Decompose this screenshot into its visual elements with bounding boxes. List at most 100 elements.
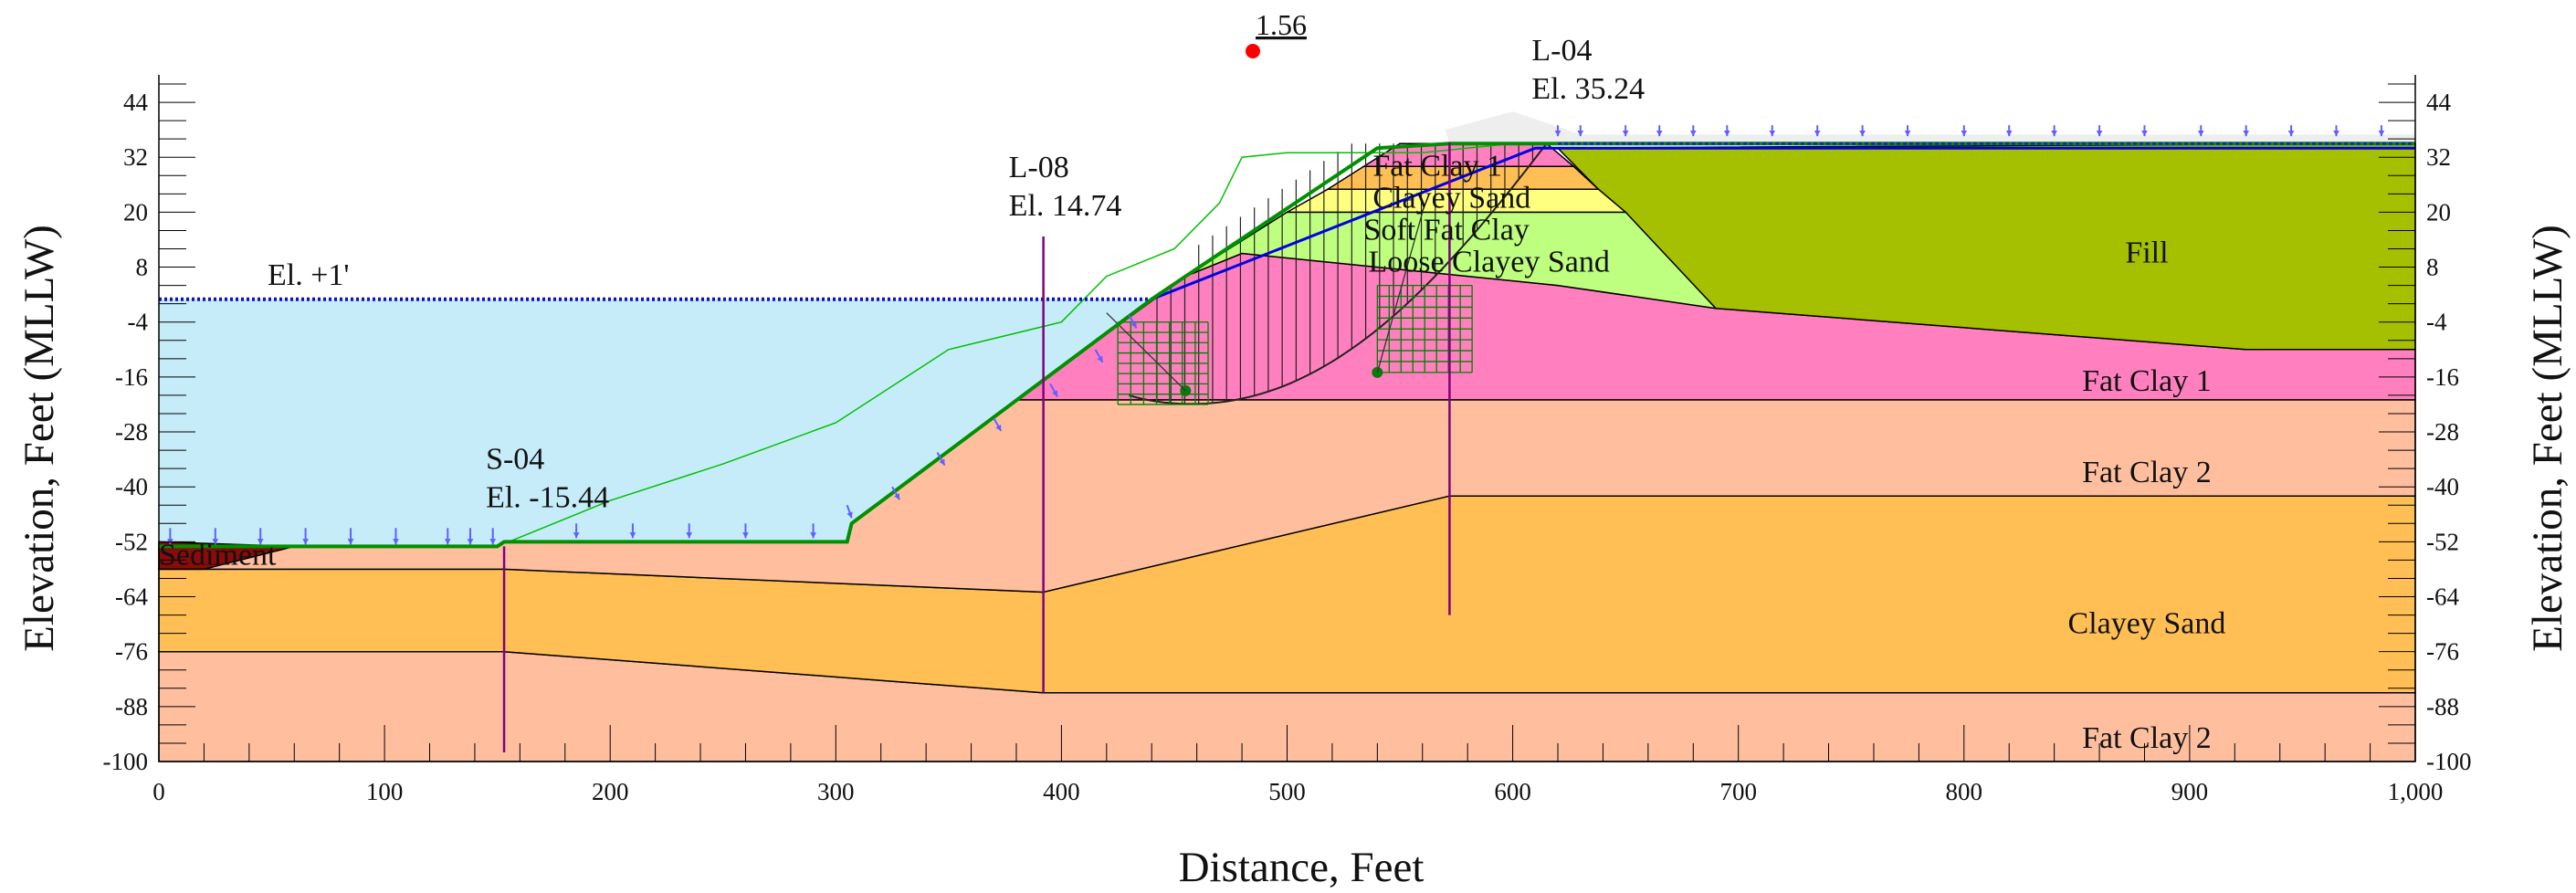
critical-slip-center	[1246, 44, 1260, 58]
load-arrows	[166, 125, 2385, 545]
arrow-head	[894, 493, 900, 500]
load-arrow	[1904, 125, 1911, 137]
layer-label: Clayey Sand	[2068, 607, 2226, 641]
load-arrow	[212, 528, 219, 545]
load-arrow	[2378, 125, 2385, 137]
boring-id: L-04	[1531, 34, 1592, 68]
load-arrow	[1554, 125, 1561, 137]
boring-elevation: El. -15.44	[486, 480, 609, 514]
y-tick-label: -28	[2426, 418, 2459, 446]
load-arrow	[1577, 125, 1584, 137]
slip-surface-group	[508, 142, 1548, 543]
load-arrow	[2096, 125, 2103, 137]
y-tick-label: -64	[115, 583, 148, 611]
trial-grid-1	[1117, 321, 1209, 405]
load-arrow	[1689, 125, 1697, 137]
load-arrow	[1769, 125, 1776, 137]
arrow-head	[846, 511, 853, 519]
y-axis-label-left: Elevation, Feet (MLLW)	[16, 225, 63, 652]
arrow-head	[1904, 131, 1911, 137]
y-axis-label-right: Elevation, Feet (MLLW)	[2524, 225, 2571, 652]
radius-line	[1106, 312, 1186, 392]
y-tick-label: 32	[123, 143, 148, 171]
y-tick-label: -40	[2426, 473, 2459, 500]
y-tick-label: -52	[115, 528, 148, 555]
load-arrow	[1814, 125, 1821, 137]
arrow-head	[1622, 131, 1629, 137]
arrow-head	[1723, 131, 1730, 137]
trial-grid-2	[1376, 284, 1473, 373]
arrow-head	[2141, 131, 2148, 137]
arrow-head	[2243, 131, 2250, 137]
y-tick-label: 44	[2426, 89, 2452, 116]
surcharge-band	[1445, 111, 2415, 144]
y-tick-label: -76	[2426, 638, 2459, 666]
load-arrow	[302, 528, 309, 545]
arrow-head	[444, 539, 451, 545]
arrow-head	[257, 539, 264, 545]
arrow-head	[1814, 131, 1821, 137]
y-tick-label: -88	[115, 693, 148, 720]
borings	[502, 142, 1451, 752]
y-tick-label: -28	[115, 418, 148, 446]
boring-id: L-08	[1009, 151, 1069, 184]
y-tick-label: -52	[2426, 528, 2459, 555]
x-tick-label: 100	[366, 778, 404, 805]
load-arrow	[257, 528, 264, 545]
x-tick-label: 900	[2171, 778, 2209, 805]
layer-label: Fill	[2125, 236, 2168, 270]
load-arrow	[1094, 349, 1104, 363]
layer-label: Fat Clay 2	[2082, 721, 2212, 755]
x-tick-label: 1,000	[2388, 778, 2444, 805]
load-arrow	[993, 417, 1003, 432]
arrow-head	[1689, 131, 1697, 137]
arrow-head	[1577, 131, 1584, 137]
y-tick-label: -100	[2426, 748, 2472, 775]
y-tick-label: -76	[115, 638, 148, 666]
load-arrow	[846, 504, 853, 519]
layer-label: Soft Fat Clay	[1364, 213, 1530, 247]
y-tick-label: 8	[136, 254, 149, 281]
arrow-head	[1961, 131, 1968, 137]
load-arrow	[573, 523, 580, 539]
y-tick-label: -16	[2426, 363, 2459, 391]
layer-label: Sediment	[159, 538, 277, 572]
arrow-head	[939, 458, 945, 466]
ground-surface	[159, 142, 2415, 549]
arrow-head	[810, 532, 816, 539]
x-tick-label: 200	[592, 778, 629, 805]
load-arrow	[2051, 125, 2057, 137]
arrow-head	[1052, 390, 1058, 397]
arrow-head	[347, 539, 354, 545]
load-arrow	[1049, 383, 1058, 397]
arrow-head	[2378, 131, 2385, 137]
load-arrow	[810, 523, 816, 539]
arrow-head	[393, 539, 399, 545]
boring-id: S-04	[486, 442, 544, 476]
arrow-head	[629, 532, 636, 539]
y-tick-label: 44	[123, 89, 149, 116]
arrow-head	[1656, 131, 1663, 137]
load-arrow	[1961, 125, 1968, 137]
factor-of-safety: 1.56	[1256, 8, 1307, 41]
water-level-label: El. +1'	[268, 258, 350, 292]
x-tick-label: 700	[1719, 778, 1757, 805]
boring-elevation: El. 35.24	[1531, 72, 1645, 106]
x-tick-label: 300	[817, 778, 855, 805]
arrow-head	[2005, 131, 2013, 137]
radius-line	[1376, 212, 1424, 373]
load-arrow	[489, 528, 497, 545]
arrow-head	[302, 539, 309, 545]
y-tick-label: -4	[2426, 309, 2447, 336]
load-arrow	[1859, 125, 1866, 137]
load-arrow	[742, 523, 749, 539]
x-tick-label: 600	[1494, 778, 1531, 805]
y-tick-label: 20	[123, 198, 148, 226]
x-tick-label: 0	[152, 778, 165, 805]
arrow-head	[2096, 131, 2103, 137]
load-arrow	[2141, 125, 2148, 137]
y-tick-label: 20	[2426, 198, 2451, 226]
y-tick-label: 32	[2426, 143, 2451, 171]
load-arrow	[347, 528, 354, 545]
